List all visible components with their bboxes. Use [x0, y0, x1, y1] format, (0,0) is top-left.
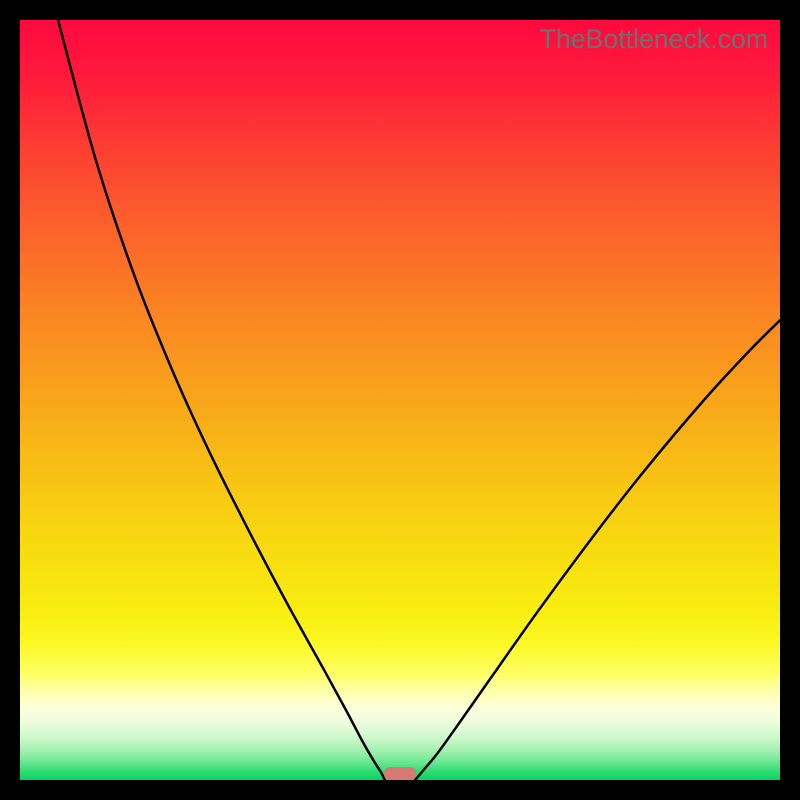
bottleneck-marker: [384, 767, 416, 780]
chart-frame: TheBottleneck.com: [0, 0, 800, 800]
plot-area: TheBottleneck.com: [20, 20, 780, 780]
watermark-text: TheBottleneck.com: [540, 24, 768, 55]
curve-right-branch: [415, 320, 780, 780]
curve-left-branch: [58, 20, 385, 780]
bottleneck-curve: [20, 20, 780, 780]
